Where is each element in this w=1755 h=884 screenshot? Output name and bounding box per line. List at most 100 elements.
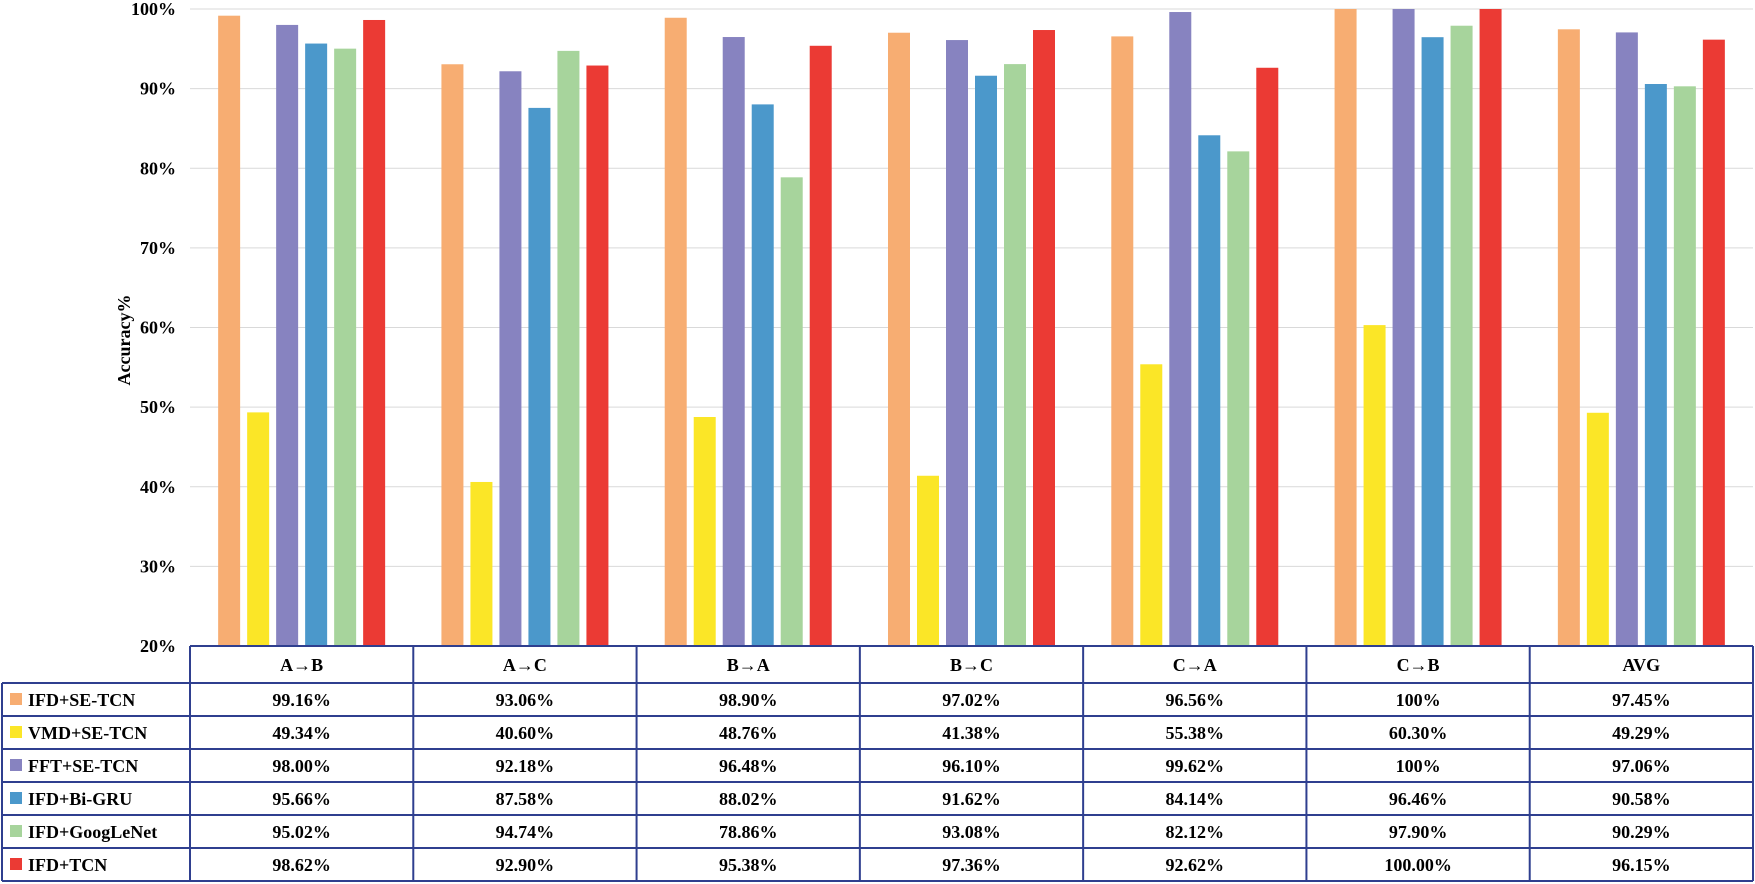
- category-label: B→C: [950, 655, 993, 675]
- bar-fft-se-tcn: [276, 24, 299, 647]
- bar-ifd-tcn: [1033, 30, 1055, 647]
- y-tick-label: 20%: [140, 636, 176, 656]
- category-label: B→A: [727, 655, 770, 675]
- series-name: VMD+SE-TCN: [28, 723, 147, 743]
- data-label: 100.00%: [1384, 855, 1452, 875]
- series-name: FFT+SE-TCN: [28, 756, 138, 776]
- legend-swatch: [10, 858, 22, 870]
- data-label: 94.74%: [496, 822, 555, 842]
- bar-fft-se-tcn: [1392, 9, 1415, 646]
- bar-ifd-tcn: [1702, 39, 1725, 646]
- y-tick-label: 90%: [140, 79, 176, 99]
- bar-ifd-googlenet: [1450, 25, 1473, 646]
- data-label: 87.58%: [496, 789, 555, 809]
- bar-ifd-googlenet: [1004, 64, 1026, 646]
- data-label: 99.62%: [1166, 756, 1225, 776]
- y-tick-label: 70%: [140, 238, 176, 258]
- data-label: 49.34%: [272, 723, 331, 743]
- data-label: 96.48%: [719, 756, 778, 776]
- bar-ifd-se-tcn: [218, 15, 241, 647]
- data-table: A→B A→C B→A B→C C→A C→B AVG IFD+SE-TCN 99.16% 93.…: [1, 645, 1754, 882]
- data-label: 93.06%: [496, 690, 555, 710]
- bar-vmd-se-tcn: [247, 412, 270, 646]
- data-label: 96.46%: [1389, 789, 1448, 809]
- data-label: 100%: [1396, 690, 1441, 710]
- y-axis-label: Accuracy%: [114, 295, 134, 386]
- bar-fft-se-tcn: [499, 71, 522, 647]
- bar-ifd-bi-gru: [305, 43, 328, 646]
- data-label: 96.10%: [942, 756, 1001, 776]
- legend-swatch: [10, 792, 22, 804]
- bar-ifd-googlenet: [1227, 151, 1250, 646]
- y-axis: 20% 30% 40% 50% 60% 70% 80% 90% 100%: [131, 0, 176, 656]
- data-label: 97.06%: [1612, 756, 1671, 776]
- bar-ifd-googlenet: [334, 48, 357, 646]
- bar-vmd-se-tcn: [470, 481, 493, 646]
- bar-ifd-se-tcn: [1334, 9, 1357, 646]
- bar-ifd-se-tcn: [888, 32, 910, 646]
- data-label: 92.62%: [1166, 855, 1225, 875]
- data-label: 92.18%: [496, 756, 555, 776]
- legend-swatch: [10, 759, 22, 771]
- data-label: 48.76%: [719, 723, 778, 743]
- data-label: 96.56%: [1166, 690, 1225, 710]
- category-label: AVG: [1623, 655, 1661, 675]
- y-tick-label: 80%: [140, 158, 176, 178]
- bar-ifd-bi-gru: [528, 107, 551, 647]
- data-label: 99.16%: [272, 690, 331, 710]
- legend-swatch: [10, 825, 22, 837]
- bar-ifd-googlenet: [1673, 86, 1696, 647]
- bar-ifd-googlenet: [780, 177, 803, 646]
- data-label: 98.90%: [719, 690, 778, 710]
- data-label: 88.02%: [719, 789, 778, 809]
- legend-swatch: [10, 693, 22, 705]
- data-label: 97.36%: [942, 855, 1001, 875]
- series-name: IFD+Bi-GRU: [28, 789, 132, 809]
- category-label: C→B: [1397, 655, 1440, 675]
- y-tick-label: 40%: [140, 477, 176, 497]
- data-label: 97.90%: [1389, 822, 1448, 842]
- data-label: 98.00%: [272, 756, 331, 776]
- data-label: 40.60%: [496, 723, 555, 743]
- data-label: 55.38%: [1166, 723, 1225, 743]
- data-label: 100%: [1396, 756, 1441, 776]
- category-label: C→A: [1173, 655, 1217, 675]
- bar-ifd-se-tcn: [441, 64, 464, 646]
- bar-ifd-bi-gru: [1198, 135, 1221, 646]
- series-name: IFD+GoogLeNet: [28, 822, 157, 842]
- data-label: 49.29%: [1612, 723, 1671, 743]
- bar-vmd-se-tcn: [1140, 364, 1163, 646]
- bar-ifd-bi-gru: [1421, 37, 1444, 646]
- category-label: A→C: [503, 655, 547, 675]
- data-label: 97.02%: [942, 690, 1001, 710]
- y-tick-label: 50%: [140, 397, 176, 417]
- data-label: 96.15%: [1612, 855, 1671, 875]
- data-label: 97.45%: [1612, 690, 1671, 710]
- data-label: 91.62%: [942, 789, 1001, 809]
- data-label: 95.02%: [272, 822, 331, 842]
- bar-vmd-se-tcn: [1363, 325, 1386, 646]
- legend-swatch: [10, 726, 22, 738]
- data-label: 78.86%: [719, 822, 778, 842]
- data-label: 95.66%: [272, 789, 331, 809]
- bar-fft-se-tcn: [722, 37, 745, 646]
- data-label: 84.14%: [1166, 789, 1225, 809]
- data-label: 41.38%: [942, 723, 1001, 743]
- bar-ifd-se-tcn: [1557, 29, 1580, 646]
- bar-ifd-tcn: [363, 19, 386, 646]
- bar-ifd-se-tcn: [1111, 36, 1134, 647]
- data-label: 90.29%: [1612, 822, 1671, 842]
- bar-ifd-tcn: [586, 65, 609, 646]
- bar-vmd-se-tcn: [693, 416, 716, 646]
- bar-vmd-se-tcn: [917, 475, 939, 646]
- bar-ifd-bi-gru: [975, 75, 997, 646]
- bar-fft-se-tcn: [1615, 32, 1638, 647]
- gridlines: [190, 8, 1753, 567]
- bar-ifd-tcn: [809, 45, 832, 647]
- bar-ifd-bi-gru: [1644, 84, 1667, 646]
- data-label: 93.08%: [942, 822, 1001, 842]
- bar-ifd-bi-gru: [751, 104, 774, 646]
- bar-vmd-se-tcn: [1586, 412, 1609, 646]
- bar-fft-se-tcn: [1169, 12, 1192, 646]
